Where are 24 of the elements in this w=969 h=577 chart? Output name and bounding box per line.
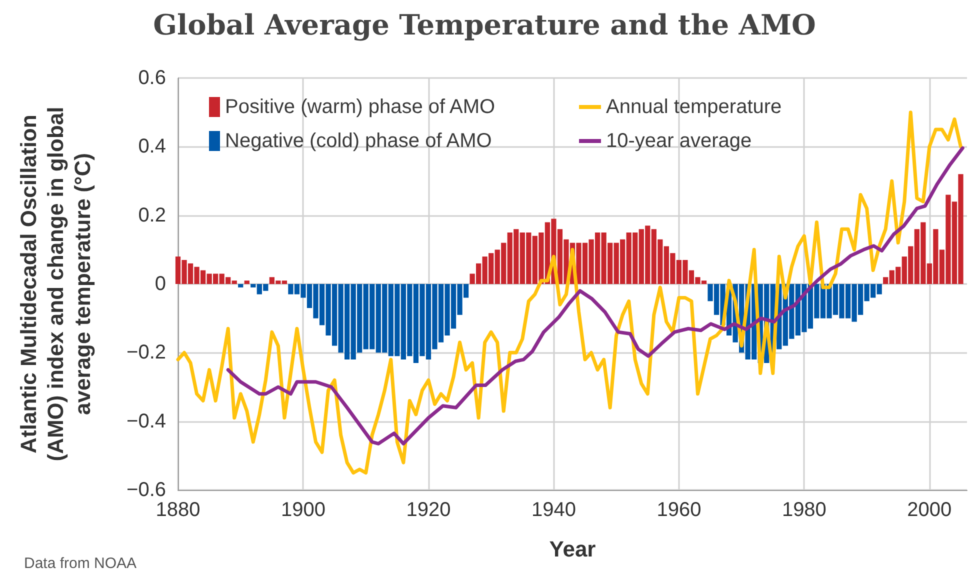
x-tick-label: 2000	[907, 499, 952, 521]
y-tick-label: 0	[154, 273, 166, 295]
y-axis-title: Atlantic Multidecadal Oscillation (AMO) index and change in global average temperature (°C)	[16, 106, 95, 462]
x-tick-label: 1980	[782, 499, 826, 521]
y-tick-label: 0.2	[138, 204, 166, 226]
bar	[244, 280, 250, 284]
legend-label: 10-year average	[606, 130, 752, 152]
legend-label: Negative (cold) phase of AMO	[225, 130, 492, 152]
chart-title: Global Average Temperature and the AMO	[153, 8, 816, 42]
x-tick-label: 1880	[156, 499, 200, 521]
x-tick-label: 1940	[531, 499, 576, 521]
y-tick-label: −0.2	[126, 342, 166, 364]
legend-label: Annual temperature	[606, 96, 782, 118]
x-tick-label: 1900	[280, 499, 326, 521]
x-axis-title: Year	[549, 536, 596, 562]
text: Data from NOAA	[24, 555, 137, 572]
y-tick-label: 0.4	[138, 136, 166, 158]
x-tick-label: 1920	[406, 499, 451, 521]
y-tick-label: −0.6	[126, 479, 166, 501]
x-tick-label: 1960	[656, 499, 702, 521]
legend-label: Positive (warm) phase of AMO	[225, 96, 496, 118]
bar	[238, 284, 244, 288]
y-tick-label: 0.6	[138, 67, 166, 89]
y-tick-label: −0.4	[126, 410, 166, 432]
